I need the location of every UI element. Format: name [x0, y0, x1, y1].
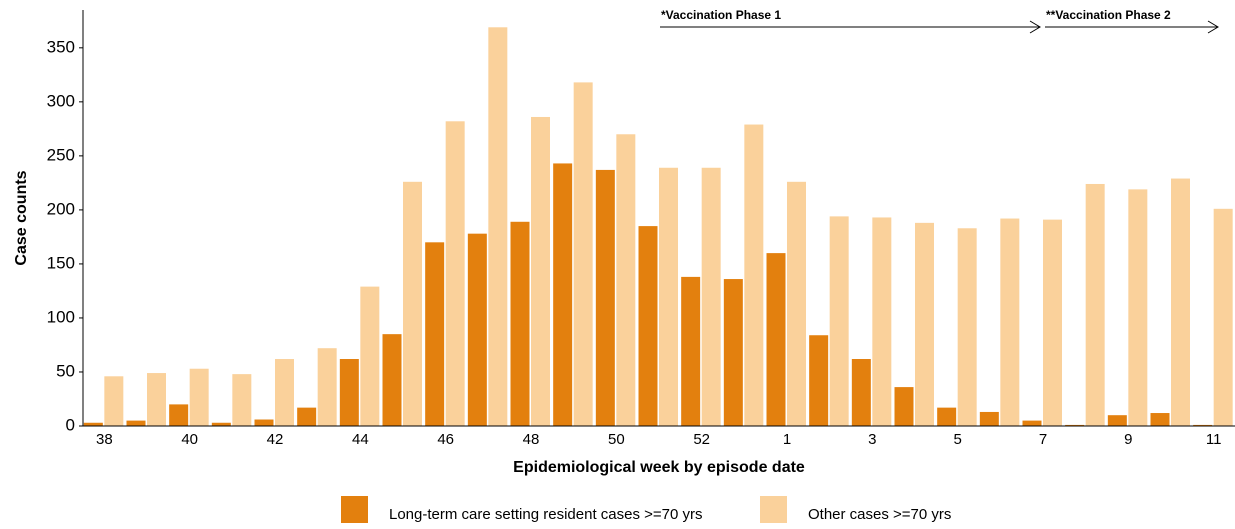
bar	[894, 387, 914, 426]
bar	[553, 163, 573, 426]
x-tick-label: 42	[267, 431, 284, 448]
bar	[681, 276, 701, 426]
bar	[317, 348, 337, 426]
bar	[126, 420, 146, 426]
legend-swatch	[341, 496, 368, 523]
annotation: **Vaccination Phase 2	[1046, 8, 1171, 22]
annotation: *Vaccination Phase 1	[661, 8, 781, 22]
y-tick-label: 300	[47, 91, 75, 110]
y-tick-label: 200	[47, 199, 75, 218]
bar	[1107, 415, 1127, 426]
bar	[403, 181, 422, 426]
bar	[104, 376, 124, 426]
y-tick-label: 150	[47, 253, 75, 272]
bar	[1043, 219, 1062, 426]
bar	[147, 373, 166, 426]
annotation-arrowhead	[1207, 20, 1219, 34]
bar	[189, 368, 209, 426]
bar	[360, 286, 380, 426]
bar	[425, 242, 445, 426]
x-tick-label: 5	[953, 431, 961, 448]
x-tick-label: 50	[608, 431, 625, 448]
bar	[701, 167, 721, 426]
x-tick-label: 40	[181, 431, 198, 448]
bar	[275, 359, 294, 426]
bar	[744, 124, 764, 426]
bar	[467, 233, 487, 426]
x-tick-label: 9	[1124, 431, 1132, 448]
bar	[915, 222, 934, 426]
bar	[766, 253, 786, 426]
bar	[1213, 208, 1233, 426]
bar	[254, 419, 274, 426]
bar	[809, 335, 829, 426]
bar	[616, 134, 636, 426]
x-tick-label: 52	[693, 431, 710, 448]
bar	[1085, 183, 1105, 426]
bar	[595, 169, 615, 427]
y-tick-label: 250	[47, 145, 75, 164]
legend-label: Other cases >=70 yrs	[808, 506, 951, 523]
bar	[979, 411, 999, 426]
bar	[1022, 420, 1042, 426]
bar	[872, 217, 892, 426]
bar	[1171, 178, 1190, 426]
bar	[787, 181, 806, 426]
x-tick-label: 46	[437, 431, 454, 448]
x-tick-label: 3	[868, 431, 876, 448]
bar	[382, 334, 402, 426]
legend-swatch	[760, 496, 787, 523]
x-axis-title: Epidemiological week by episode date	[513, 459, 805, 476]
bar	[851, 359, 871, 426]
bar	[488, 27, 508, 427]
x-tick-label: 38	[96, 431, 113, 448]
bar	[723, 279, 743, 426]
x-tick-label: 11	[1206, 431, 1222, 448]
bar	[339, 359, 359, 426]
legend-label: Long-term care setting resident cases >=…	[389, 506, 703, 523]
y-tick-label: 0	[66, 415, 75, 434]
bar	[169, 404, 189, 426]
bar	[232, 374, 252, 426]
bar	[638, 226, 658, 426]
bar	[1000, 218, 1020, 426]
bar	[1128, 189, 1148, 426]
x-tick-label: 48	[523, 431, 540, 448]
y-tick-label: 50	[56, 361, 75, 380]
bar	[510, 221, 530, 426]
bar	[937, 407, 957, 426]
x-tick-label: 44	[352, 431, 369, 448]
bar	[1193, 424, 1213, 426]
x-tick-label: 7	[1039, 431, 1047, 448]
bar	[445, 121, 465, 426]
y-tick-label: 100	[47, 307, 75, 326]
bar	[531, 116, 550, 426]
bar	[297, 407, 317, 426]
y-axis-title: Case counts	[13, 170, 30, 265]
bar	[83, 422, 103, 426]
bar	[659, 167, 678, 426]
bar	[957, 228, 977, 426]
bar	[1150, 413, 1170, 426]
bar	[829, 216, 849, 426]
annotation-arrowhead	[1029, 20, 1041, 34]
bar	[573, 82, 593, 426]
y-tick-label: 350	[47, 37, 75, 56]
x-tick-label: 1	[783, 431, 791, 448]
bar	[211, 422, 231, 426]
bar	[1065, 424, 1085, 426]
